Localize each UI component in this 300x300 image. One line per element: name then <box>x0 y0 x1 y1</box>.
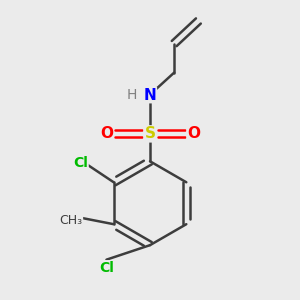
Text: Cl: Cl <box>99 261 114 275</box>
Text: H: H <box>127 88 137 102</box>
Text: N: N <box>144 88 156 103</box>
Text: CH₃: CH₃ <box>59 214 83 227</box>
Text: S: S <box>145 126 155 141</box>
Text: O: O <box>187 126 200 141</box>
Text: Cl: Cl <box>73 156 88 170</box>
Text: O: O <box>100 126 113 141</box>
